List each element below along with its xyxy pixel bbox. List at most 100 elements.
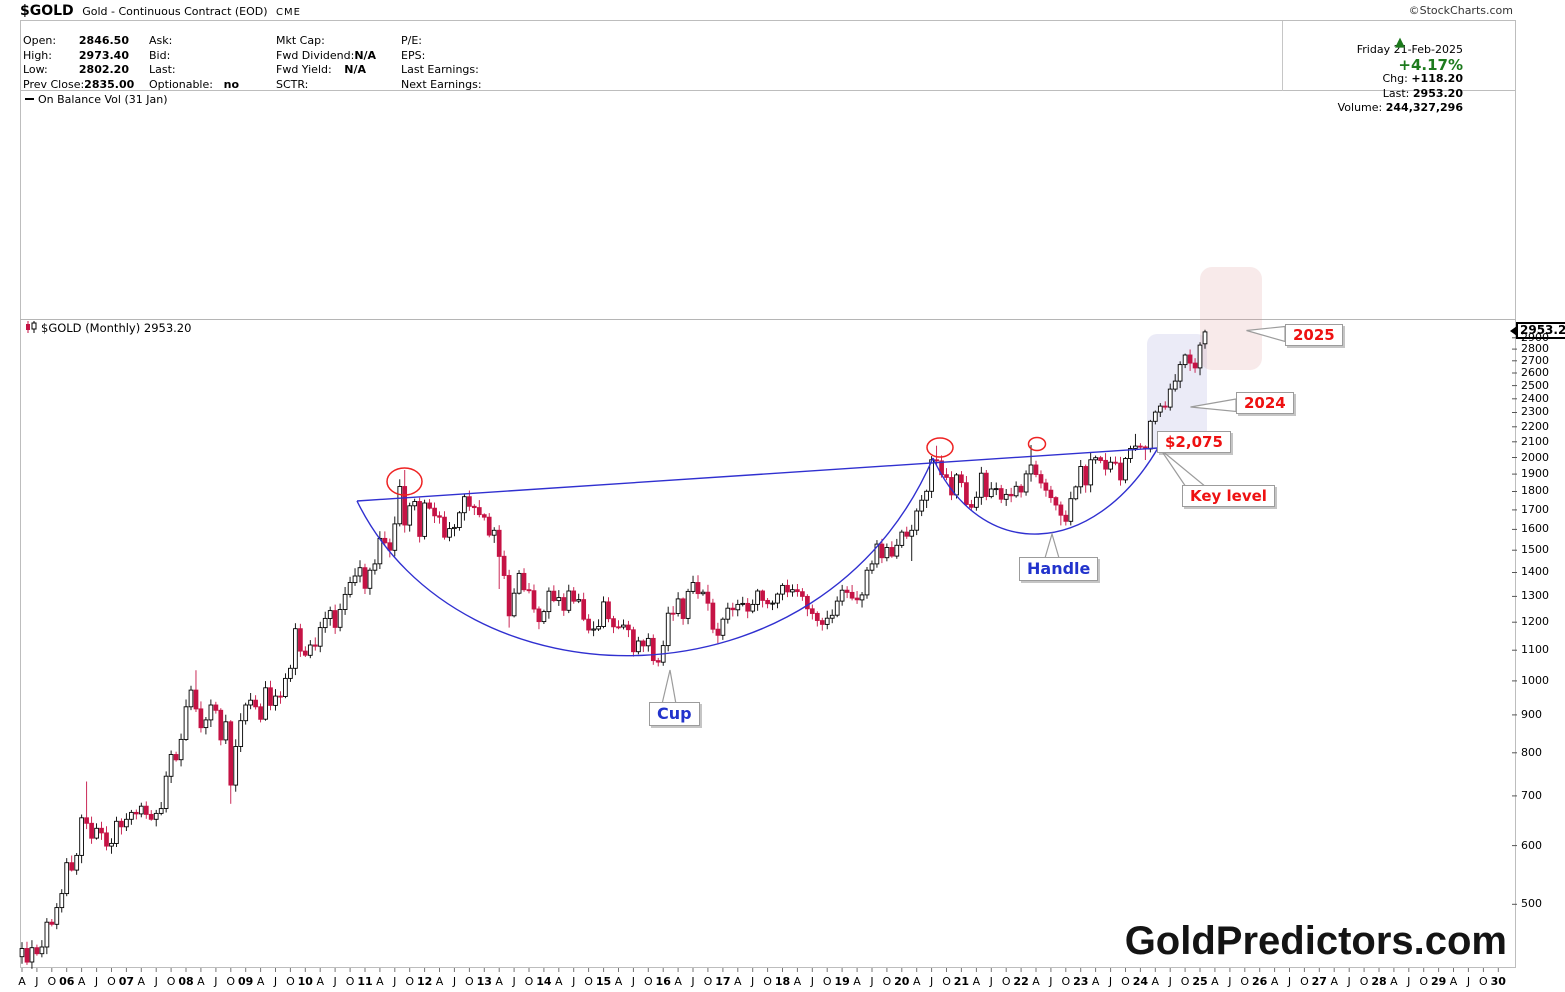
x-axis-month-label: O [1001, 975, 1011, 988]
quote-field: Open: 2846.50 [23, 34, 129, 49]
x-axis-month-label: A [197, 975, 205, 988]
x-axis-month-label: O [942, 975, 951, 988]
quote-field-value: N/A [344, 63, 366, 76]
quote-right-block: Friday 21-Feb-2025 +4.17% Chg: +118.20 L… [1338, 43, 1463, 116]
x-axis-month-label: A [137, 975, 146, 988]
x-axis-month-label: A [912, 975, 921, 988]
quote-field-label: Ask: [149, 34, 173, 47]
x-axis-year-label: 08 [178, 975, 194, 988]
x-axis-year-label: 25 [1192, 975, 1208, 988]
quote-field: SCTR: [276, 78, 366, 93]
pointer-handle [1044, 531, 1060, 559]
volume-value: 244,327,296 [1385, 101, 1463, 114]
x-axis-month-label: A [793, 975, 802, 988]
quote-field-label: Fwd Dividend: [276, 48, 355, 62]
exchange-label: CME [276, 7, 301, 18]
x-axis-month-label: J [1287, 975, 1292, 988]
y-axis-tick-label: 1800 [1521, 484, 1549, 498]
x-axis-month-label: O [1121, 975, 1130, 988]
peak-2022-ellipse [1027, 436, 1047, 452]
key-level-label: Key level [1182, 485, 1275, 507]
quote-field-label: Fwd Yield: [276, 63, 332, 76]
x-axis-month-label: J [989, 975, 993, 988]
quote-field: Optionable: no [149, 78, 239, 93]
x-axis-year-label: 24 [1132, 975, 1149, 988]
y-axis-tick-label: 500 [1521, 897, 1542, 911]
y-axis-tick-label: 900 [1521, 707, 1542, 721]
quote-field-label: SCTR: [276, 77, 309, 91]
candlestick-icon [26, 321, 37, 333]
x-axis-month-label: A [495, 975, 503, 988]
quote-field-label: High: [23, 48, 52, 62]
x-axis-month-label: J [691, 975, 695, 988]
quote-field-label: Last Earnings: [401, 63, 479, 76]
x-axis-month-label: A [972, 975, 981, 988]
x-axis-month-label: O [1180, 975, 1190, 988]
x-axis-month-label: J [154, 975, 158, 988]
candlesticks [19, 329, 1208, 969]
x-axis-month-label: O [584, 975, 593, 988]
quote-field-label: Last: [149, 63, 176, 76]
x-axis-month-label: J [1466, 975, 1471, 988]
x-axis-month-label: O [1359, 975, 1369, 988]
x-axis-year-label: 15 [595, 975, 612, 988]
y-axis-tick-label: 2800 [1521, 342, 1549, 356]
x-axis-year-label: 07 [118, 975, 135, 988]
x-axis-month-label: A [555, 975, 563, 988]
quote-field-label: Mkt Cap: [276, 34, 325, 47]
quote-field-value: 2802.20 [78, 63, 129, 76]
quote-field-label: Low: [23, 63, 48, 76]
obv-legend: On Balance Vol (31 Jan) [25, 93, 167, 106]
quote-divider [1282, 21, 1283, 91]
x-axis-year-label: 29 [1430, 975, 1447, 988]
x-axis-month-label: O [465, 975, 474, 988]
y-axis-tick-label: 1000 [1521, 673, 1549, 687]
quote-summary-box: Open: 2846.50 High: 2973.40 Low: 2802.20 Prev … [20, 20, 1516, 114]
year-2025-label: 2025 [1285, 324, 1343, 346]
x-axis-month-label: A [435, 975, 444, 988]
quote-field-label: EPS: [401, 48, 426, 62]
y-axis-tick-label: 600 [1521, 838, 1542, 852]
volume-label: Volume: [1337, 101, 1383, 114]
quote-field: Next Earnings: [401, 78, 496, 93]
x-axis-month-label: J [810, 975, 814, 988]
y-axis-tick-label: 2400 [1521, 391, 1549, 405]
y-axis-tick-label: 800 [1521, 745, 1542, 759]
x-axis-month-label: J [273, 975, 278, 988]
cup-arc [356, 457, 934, 657]
y-axis-tick-label: 700 [1521, 788, 1542, 802]
ticker-symbol: $GOLD [20, 3, 74, 19]
x-axis-year-label: 22 [1013, 975, 1029, 988]
x-axis-year-label: 18 [774, 975, 791, 988]
x-axis-month-label: A [1449, 975, 1458, 988]
x-axis-month-label: A [316, 975, 324, 988]
last-value: 2953.20 [1412, 86, 1463, 100]
y-axis-tick-label: 2000 [1521, 450, 1549, 464]
x-axis-month-label: J [1108, 975, 1113, 988]
x-axis-month-label: O [286, 975, 295, 988]
y-axis-tick-label: 2300 [1521, 405, 1549, 419]
x-axis-year-label: 12 [416, 975, 433, 988]
chg-value: +118.20 [1411, 72, 1463, 85]
stockcharts-credit: ©StockCharts.com [1408, 4, 1513, 17]
x-axis-month-label: O [1479, 975, 1488, 988]
y-axis-tick-label: 2100 [1521, 434, 1549, 448]
x-axis-year-label: 20 [894, 975, 910, 988]
x-axis-month-label: O [107, 975, 116, 988]
x-axis-month-label: J [1407, 975, 1411, 988]
handle-arc [932, 447, 1159, 535]
quote-field: Mkt Cap: [276, 34, 366, 49]
y-axis-tick-label: 2500 [1521, 378, 1549, 392]
quote-field-label: P/E: [401, 34, 422, 47]
axis-ticks [21, 337, 1517, 972]
x-axis-year-label: 28 [1371, 975, 1387, 988]
x-axis-month-label: J [1347, 975, 1351, 988]
x-axis-month-label: A [853, 975, 861, 988]
x-axis-year-label: 19 [834, 975, 850, 988]
x-axis-month-label: O [1419, 975, 1429, 988]
title-row: $GOLD Gold - Continuous Contract (EOD) C… [20, 3, 301, 19]
quote-field: P/E: [401, 34, 496, 49]
x-axis-month-label: A [1330, 975, 1338, 988]
x-axis-month-label: J [214, 975, 218, 988]
